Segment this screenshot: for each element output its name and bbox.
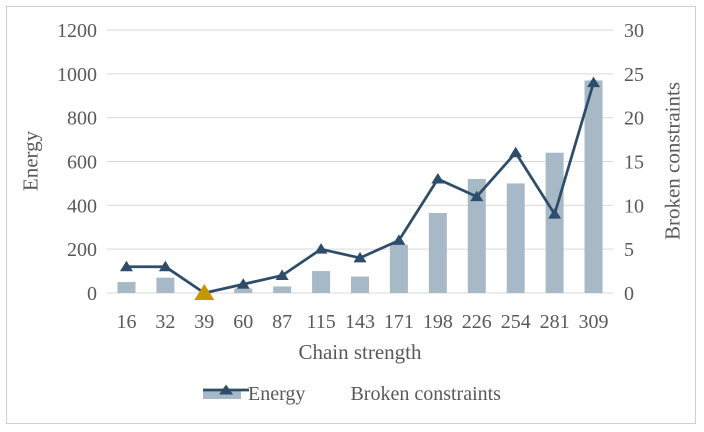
chart-area-border <box>6 6 696 424</box>
legend-label-broken-constraints: Broken constraints <box>350 383 501 405</box>
y-right-axis-title: Broken constraints <box>660 81 685 241</box>
y-right-tick-label: 5 <box>624 239 634 261</box>
energy-bar <box>428 213 447 293</box>
line-marker <box>509 146 523 158</box>
x-tick-label: 309 <box>579 311 609 333</box>
line-marker <box>470 190 484 202</box>
energy-bar <box>234 288 253 293</box>
legend: Energy Broken constraints <box>203 383 501 406</box>
y-left-tick-label: 0 <box>87 283 97 305</box>
x-tick-label: 16 <box>116 311 136 333</box>
y-left-tick-label: 200 <box>67 239 97 261</box>
x-tick-label: 281 <box>540 311 570 333</box>
x-tick-label: 226 <box>462 311 492 333</box>
y-left-tick-label: 600 <box>67 152 97 174</box>
x-tick-label: 198 <box>423 311 453 333</box>
line-marker <box>392 234 406 245</box>
energy-bar <box>584 80 603 294</box>
legend-label-energy: Energy <box>248 383 306 405</box>
energy-bar <box>389 244 408 293</box>
y-right-tick-label: 0 <box>624 283 634 305</box>
energy-bar <box>156 277 175 293</box>
energy-bar <box>467 179 486 293</box>
y-right-tick-label: 25 <box>624 64 644 86</box>
x-tick-label: 143 <box>345 311 375 333</box>
y-left-tick-label: 1000 <box>57 64 97 86</box>
x-tick-label: 171 <box>384 311 414 333</box>
line-marker <box>119 260 133 272</box>
energy-bar <box>351 276 369 293</box>
x-tick-label: 32 <box>155 311 175 333</box>
x-tick-label: 60 <box>233 311 253 333</box>
y-left-tick-label: 800 <box>67 108 97 130</box>
x-tick-label: 39 <box>194 311 214 333</box>
line-marker <box>353 251 367 263</box>
energy-bar <box>117 282 136 293</box>
energy-bar <box>312 271 331 293</box>
line-marker <box>158 260 172 272</box>
x-tick-label: 115 <box>306 311 335 333</box>
line-marker <box>431 173 445 184</box>
line-marker <box>587 76 601 88</box>
x-tick-label: 87 <box>272 311 292 333</box>
x-axis-title: Chain strength <box>298 340 422 364</box>
energy-bar <box>273 286 292 293</box>
legend-item-broken-constraints: Broken constraints <box>203 383 501 406</box>
y-right-tick-label: 15 <box>624 152 644 174</box>
energy-bar <box>506 183 525 293</box>
highlighted-marker <box>194 284 215 300</box>
y-left-tick-label: 400 <box>67 195 97 217</box>
line-marker <box>275 269 289 280</box>
y-left-axis-title: Energy <box>18 130 43 192</box>
y-left-tick-label: 1200 <box>57 20 97 42</box>
line-marker <box>548 208 562 219</box>
energy-bar <box>545 152 564 293</box>
y-right-tick-label: 30 <box>624 20 644 42</box>
y-right-tick-label: 10 <box>624 195 644 217</box>
x-tick-label: 254 <box>501 311 531 333</box>
line-marker <box>236 278 250 289</box>
y-right-tick-label: 20 <box>624 108 644 130</box>
line-marker <box>314 243 328 254</box>
